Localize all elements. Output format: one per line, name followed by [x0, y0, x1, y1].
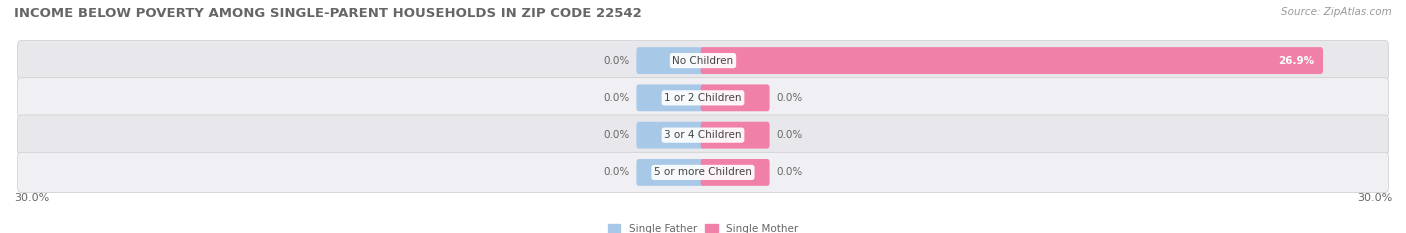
FancyBboxPatch shape	[637, 122, 706, 149]
Text: 0.0%: 0.0%	[603, 56, 630, 65]
FancyBboxPatch shape	[637, 84, 706, 111]
FancyBboxPatch shape	[17, 115, 1389, 155]
FancyBboxPatch shape	[700, 122, 769, 149]
FancyBboxPatch shape	[17, 78, 1389, 118]
Text: 5 or more Children: 5 or more Children	[654, 168, 752, 177]
Text: 0.0%: 0.0%	[776, 130, 803, 140]
Text: 30.0%: 30.0%	[14, 193, 49, 203]
FancyBboxPatch shape	[700, 84, 769, 111]
FancyBboxPatch shape	[17, 152, 1389, 192]
Text: Source: ZipAtlas.com: Source: ZipAtlas.com	[1281, 7, 1392, 17]
Text: 0.0%: 0.0%	[776, 168, 803, 177]
FancyBboxPatch shape	[700, 159, 769, 186]
Text: 0.0%: 0.0%	[776, 93, 803, 103]
Text: 0.0%: 0.0%	[603, 130, 630, 140]
FancyBboxPatch shape	[700, 47, 1323, 74]
Text: 26.9%: 26.9%	[1278, 56, 1313, 65]
Text: 30.0%: 30.0%	[1357, 193, 1392, 203]
Text: No Children: No Children	[672, 56, 734, 65]
Text: 1 or 2 Children: 1 or 2 Children	[664, 93, 742, 103]
FancyBboxPatch shape	[637, 47, 706, 74]
Text: INCOME BELOW POVERTY AMONG SINGLE-PARENT HOUSEHOLDS IN ZIP CODE 22542: INCOME BELOW POVERTY AMONG SINGLE-PARENT…	[14, 7, 641, 20]
Legend: Single Father, Single Mother: Single Father, Single Mother	[607, 224, 799, 233]
Text: 3 or 4 Children: 3 or 4 Children	[664, 130, 742, 140]
Text: 0.0%: 0.0%	[603, 168, 630, 177]
Text: 0.0%: 0.0%	[603, 93, 630, 103]
FancyBboxPatch shape	[17, 41, 1389, 81]
FancyBboxPatch shape	[637, 159, 706, 186]
